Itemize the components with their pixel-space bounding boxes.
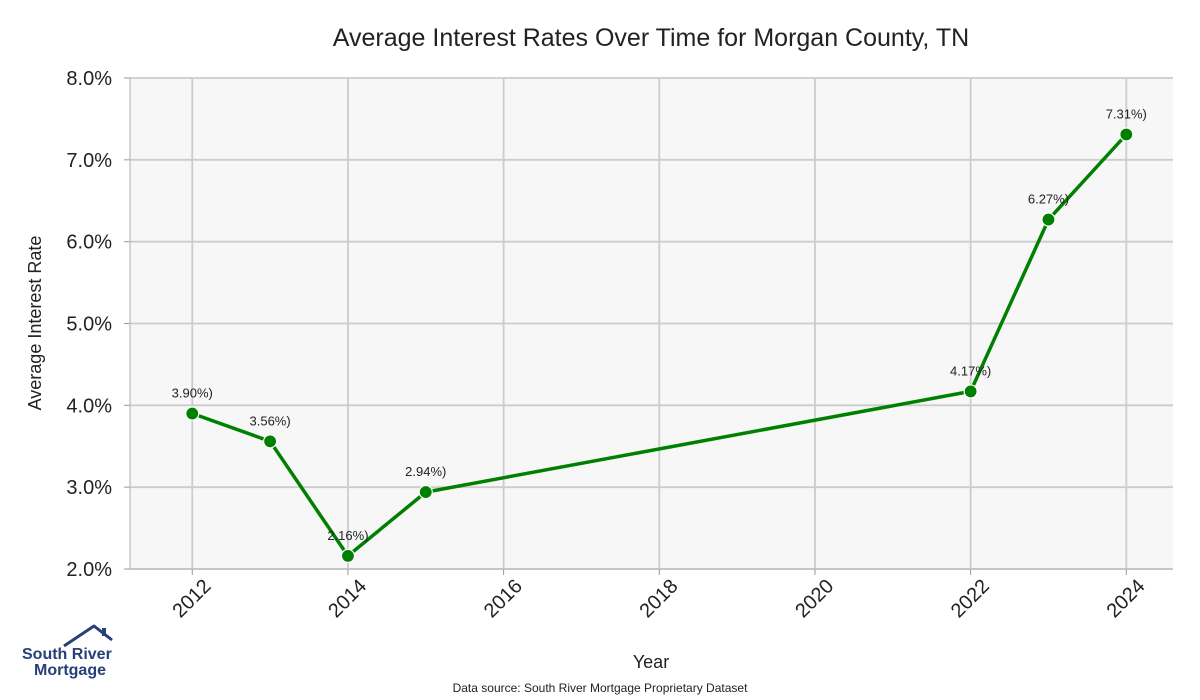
x-tick-label: 2020	[791, 575, 838, 622]
logo-text-line1: South River	[22, 646, 112, 663]
company-logo: South River Mortgage	[20, 622, 120, 682]
x-tick-label: 2012	[169, 575, 216, 622]
chart-title: Average Interest Rates Over Time for Mor…	[333, 24, 969, 52]
data-label: 2.16%)	[327, 528, 368, 543]
data-point	[263, 434, 278, 449]
logo-text-line2: Mortgage	[34, 662, 106, 679]
y-tick-labels: 2.0% 3.0% 4.0% 5.0% 6.0% 7.0% 8.0%	[66, 68, 112, 581]
data-source-note: Data source: South River Mortgage Propri…	[452, 681, 748, 695]
data-point	[418, 484, 433, 500]
x-tick-label: 2016	[480, 575, 527, 622]
x-axis-label: Year	[633, 652, 669, 672]
y-tick-label: 4.0%	[66, 395, 112, 417]
x-tick-label: 2014	[324, 575, 371, 622]
data-label: 3.56%)	[250, 413, 291, 428]
data-points	[185, 127, 1134, 564]
data-point	[185, 406, 200, 421]
data-label: 7.31%)	[1106, 106, 1147, 121]
data-point	[963, 384, 978, 399]
y-tick-label: 6.0%	[66, 232, 112, 254]
y-tick-label: 3.0%	[66, 477, 112, 499]
x-tick-label: 2018	[636, 575, 683, 622]
x-tick-labels: 2012 2014 2016 2018 2020 2022 2024	[169, 575, 1150, 622]
x-tick-label: 2022	[947, 575, 994, 622]
x-tick-label: 2024	[1103, 575, 1150, 622]
y-tick-label: 7.0%	[66, 150, 112, 172]
house-roof-icon	[63, 624, 113, 648]
y-tick-label: 5.0%	[66, 314, 112, 336]
data-label: 6.27%)	[1028, 192, 1069, 207]
y-axis-label: Average Interest Rate	[25, 236, 45, 411]
data-point	[340, 548, 356, 564]
data-labels: 3.90%) 3.56%) 2.16%) 2.94%) 4.17%) 6.27%) 7.31…	[172, 106, 1147, 542]
data-point	[1119, 127, 1134, 142]
data-label: 2.94%)	[405, 464, 446, 479]
y-tick-label: 2.0%	[66, 559, 112, 581]
axes	[124, 77, 1173, 575]
data-label: 3.90%)	[172, 386, 213, 401]
y-tick-label: 8.0%	[66, 68, 112, 90]
data-label: 4.17%)	[950, 363, 991, 378]
data-point	[1041, 212, 1056, 227]
